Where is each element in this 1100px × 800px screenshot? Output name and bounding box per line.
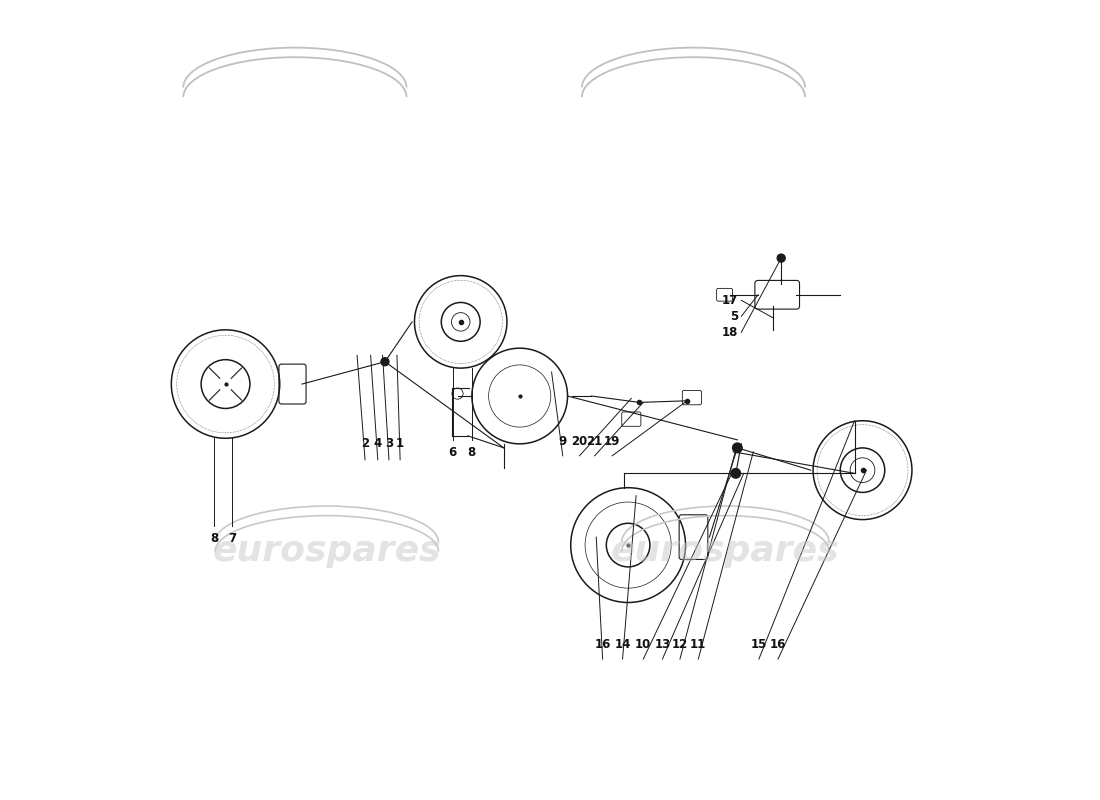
Text: 10: 10 (635, 638, 651, 651)
Text: 4: 4 (374, 438, 382, 450)
Text: 15: 15 (750, 638, 767, 651)
Text: 19: 19 (604, 435, 620, 448)
Text: 3: 3 (385, 438, 393, 450)
Circle shape (381, 358, 389, 366)
Text: 7: 7 (228, 532, 236, 546)
Circle shape (778, 254, 785, 262)
Circle shape (732, 469, 740, 478)
Text: 12: 12 (672, 638, 689, 651)
Text: 2: 2 (361, 438, 370, 450)
Text: 16: 16 (770, 638, 786, 651)
Text: 5: 5 (730, 310, 738, 322)
Text: 21: 21 (586, 435, 603, 448)
Text: 9: 9 (559, 435, 566, 448)
Text: 11: 11 (690, 638, 706, 651)
Text: eurospares: eurospares (612, 534, 839, 569)
Text: 8: 8 (210, 532, 219, 546)
Text: eurospares: eurospares (212, 534, 441, 569)
Text: 20: 20 (571, 435, 587, 448)
Text: 1: 1 (396, 438, 404, 450)
Text: 6: 6 (449, 446, 456, 459)
Text: 13: 13 (654, 638, 671, 651)
Text: 17: 17 (722, 294, 738, 307)
Text: 8: 8 (468, 446, 476, 459)
Text: 14: 14 (615, 638, 630, 651)
Text: 16: 16 (594, 638, 610, 651)
Text: 18: 18 (722, 326, 738, 338)
Circle shape (733, 443, 742, 453)
